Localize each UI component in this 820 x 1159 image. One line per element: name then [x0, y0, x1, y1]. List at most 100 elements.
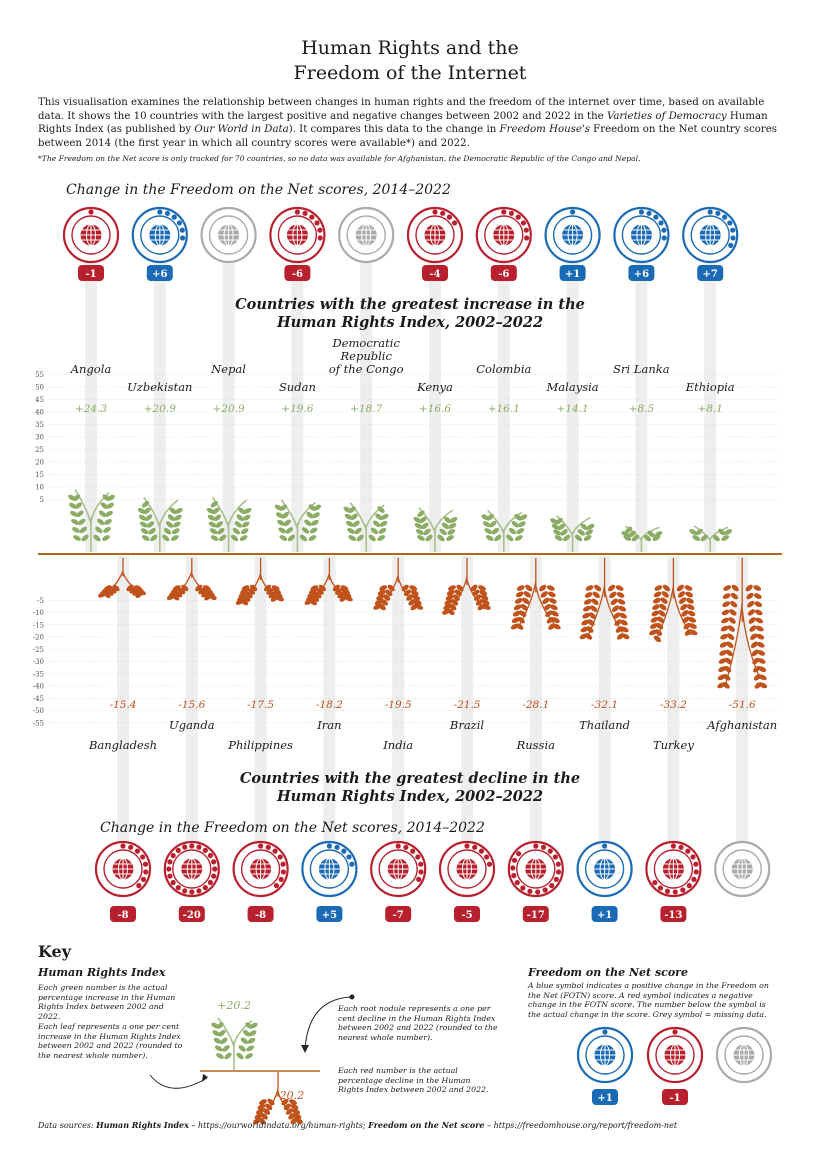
globe-lines	[662, 858, 684, 880]
score-dot	[202, 885, 208, 891]
root-nodule	[409, 585, 418, 591]
root-nodule	[480, 594, 489, 601]
score-badge	[247, 906, 274, 922]
root-nodule	[510, 623, 519, 630]
score-dot	[207, 879, 214, 886]
root-nodule	[132, 589, 140, 596]
column-backgrounds	[85, 262, 749, 846]
page-title: Human Rights and the Freedom of the Inte…	[0, 36, 820, 86]
score-dot	[514, 879, 520, 886]
key-heading: Key	[38, 942, 72, 961]
plant-stems	[143, 496, 179, 552]
score-dot	[728, 242, 734, 249]
leaf	[210, 535, 219, 541]
value-label: +24.3	[75, 403, 107, 415]
root-nodule	[250, 584, 258, 592]
root-nodule	[454, 589, 462, 597]
score-dot	[170, 852, 176, 859]
intro-text-4: Freedom on the Net country scores betwee…	[38, 124, 777, 149]
root-nodule	[292, 1108, 300, 1115]
key-arrow-dot	[349, 994, 355, 1000]
leaf	[214, 1045, 223, 1052]
plant-stem	[693, 525, 711, 541]
score-dot	[464, 843, 470, 849]
country-name: Republic	[340, 349, 393, 363]
root-nodule	[304, 599, 313, 605]
country-name: Uganda	[169, 718, 215, 732]
leaf	[285, 527, 294, 534]
root-nodule	[318, 584, 326, 592]
leaf	[242, 1029, 251, 1037]
score-dot	[446, 214, 453, 220]
symbol-inner-ring	[378, 849, 418, 889]
score-dot	[722, 214, 728, 220]
root-nodule	[374, 599, 383, 606]
root-nodule	[608, 584, 616, 592]
country-bottom-uganda: -15.6 Uganda -20	[163, 558, 220, 922]
leaf	[415, 529, 424, 535]
score-dot	[520, 885, 526, 891]
leaf	[238, 507, 246, 515]
leaf	[643, 534, 652, 542]
score-dot	[167, 873, 173, 879]
plant-stems	[211, 496, 248, 552]
top-hr-heading-line-1: Countries with the greatest increase in …	[235, 296, 585, 313]
leaf	[345, 520, 354, 527]
leaf	[210, 500, 218, 508]
root-nodules	[253, 1098, 303, 1125]
score-dot	[171, 214, 177, 220]
root-nodule	[584, 592, 593, 598]
root-nodule	[609, 591, 617, 599]
score-dot	[416, 876, 422, 883]
score-dot	[403, 844, 409, 850]
leaf	[234, 521, 242, 528]
score-dot	[294, 209, 300, 215]
root-nodule	[581, 619, 590, 626]
root-nodule	[520, 604, 528, 611]
root-nodule	[135, 591, 143, 599]
root-nodule	[481, 599, 490, 606]
root-nodule	[619, 612, 627, 619]
leaf	[97, 518, 105, 526]
leaf	[138, 514, 147, 521]
leaf	[553, 529, 561, 536]
score-dot	[196, 888, 202, 894]
symbol-inner-ring	[346, 215, 386, 255]
score-dot	[715, 210, 721, 216]
score-badge-label: -20	[183, 910, 201, 921]
leaf	[139, 521, 148, 528]
score-dot	[524, 235, 530, 241]
root-nodule	[383, 594, 391, 601]
column-band-bottom	[117, 556, 129, 846]
root-nodules	[98, 584, 146, 599]
country-top-colombia: -6 Colombia +16.1	[475, 206, 532, 552]
globe-lines	[562, 224, 584, 246]
score-badge-label: -1	[85, 269, 96, 280]
score-badge	[522, 906, 549, 922]
leaf	[236, 514, 244, 521]
country-top-sri-lanka: +6 Sri Lanka +8.5	[613, 206, 670, 552]
value-label: -28.1	[522, 699, 549, 711]
globe-lines	[733, 1044, 755, 1066]
y-tick-label: 5	[40, 496, 44, 504]
score-badge	[146, 265, 173, 281]
root-nodule	[721, 609, 730, 616]
country-name: Sudan	[279, 380, 316, 394]
leaf	[421, 522, 429, 530]
leaf	[100, 502, 108, 509]
root-nodule	[755, 625, 764, 632]
score-dot	[646, 210, 652, 216]
symbol-inner-ring	[585, 1035, 625, 1075]
country-name: of the Congo	[329, 362, 404, 376]
symbol-inner-ring	[240, 849, 281, 889]
country-top-ethiopia: +7 Ethiopia +8.1	[682, 206, 739, 552]
key-illustration: +20.2 -20.2	[149, 994, 355, 1125]
root-nodule	[276, 595, 285, 602]
country-bottom-india: -19.5 India -7	[370, 558, 427, 922]
score-dot	[730, 235, 736, 241]
plant-leaves	[621, 526, 663, 542]
root-nodule	[585, 585, 594, 591]
root-nodule	[684, 585, 693, 591]
score-dot	[418, 869, 424, 875]
data-sources: Data sources: Human Rights Index – https…	[38, 1120, 798, 1130]
